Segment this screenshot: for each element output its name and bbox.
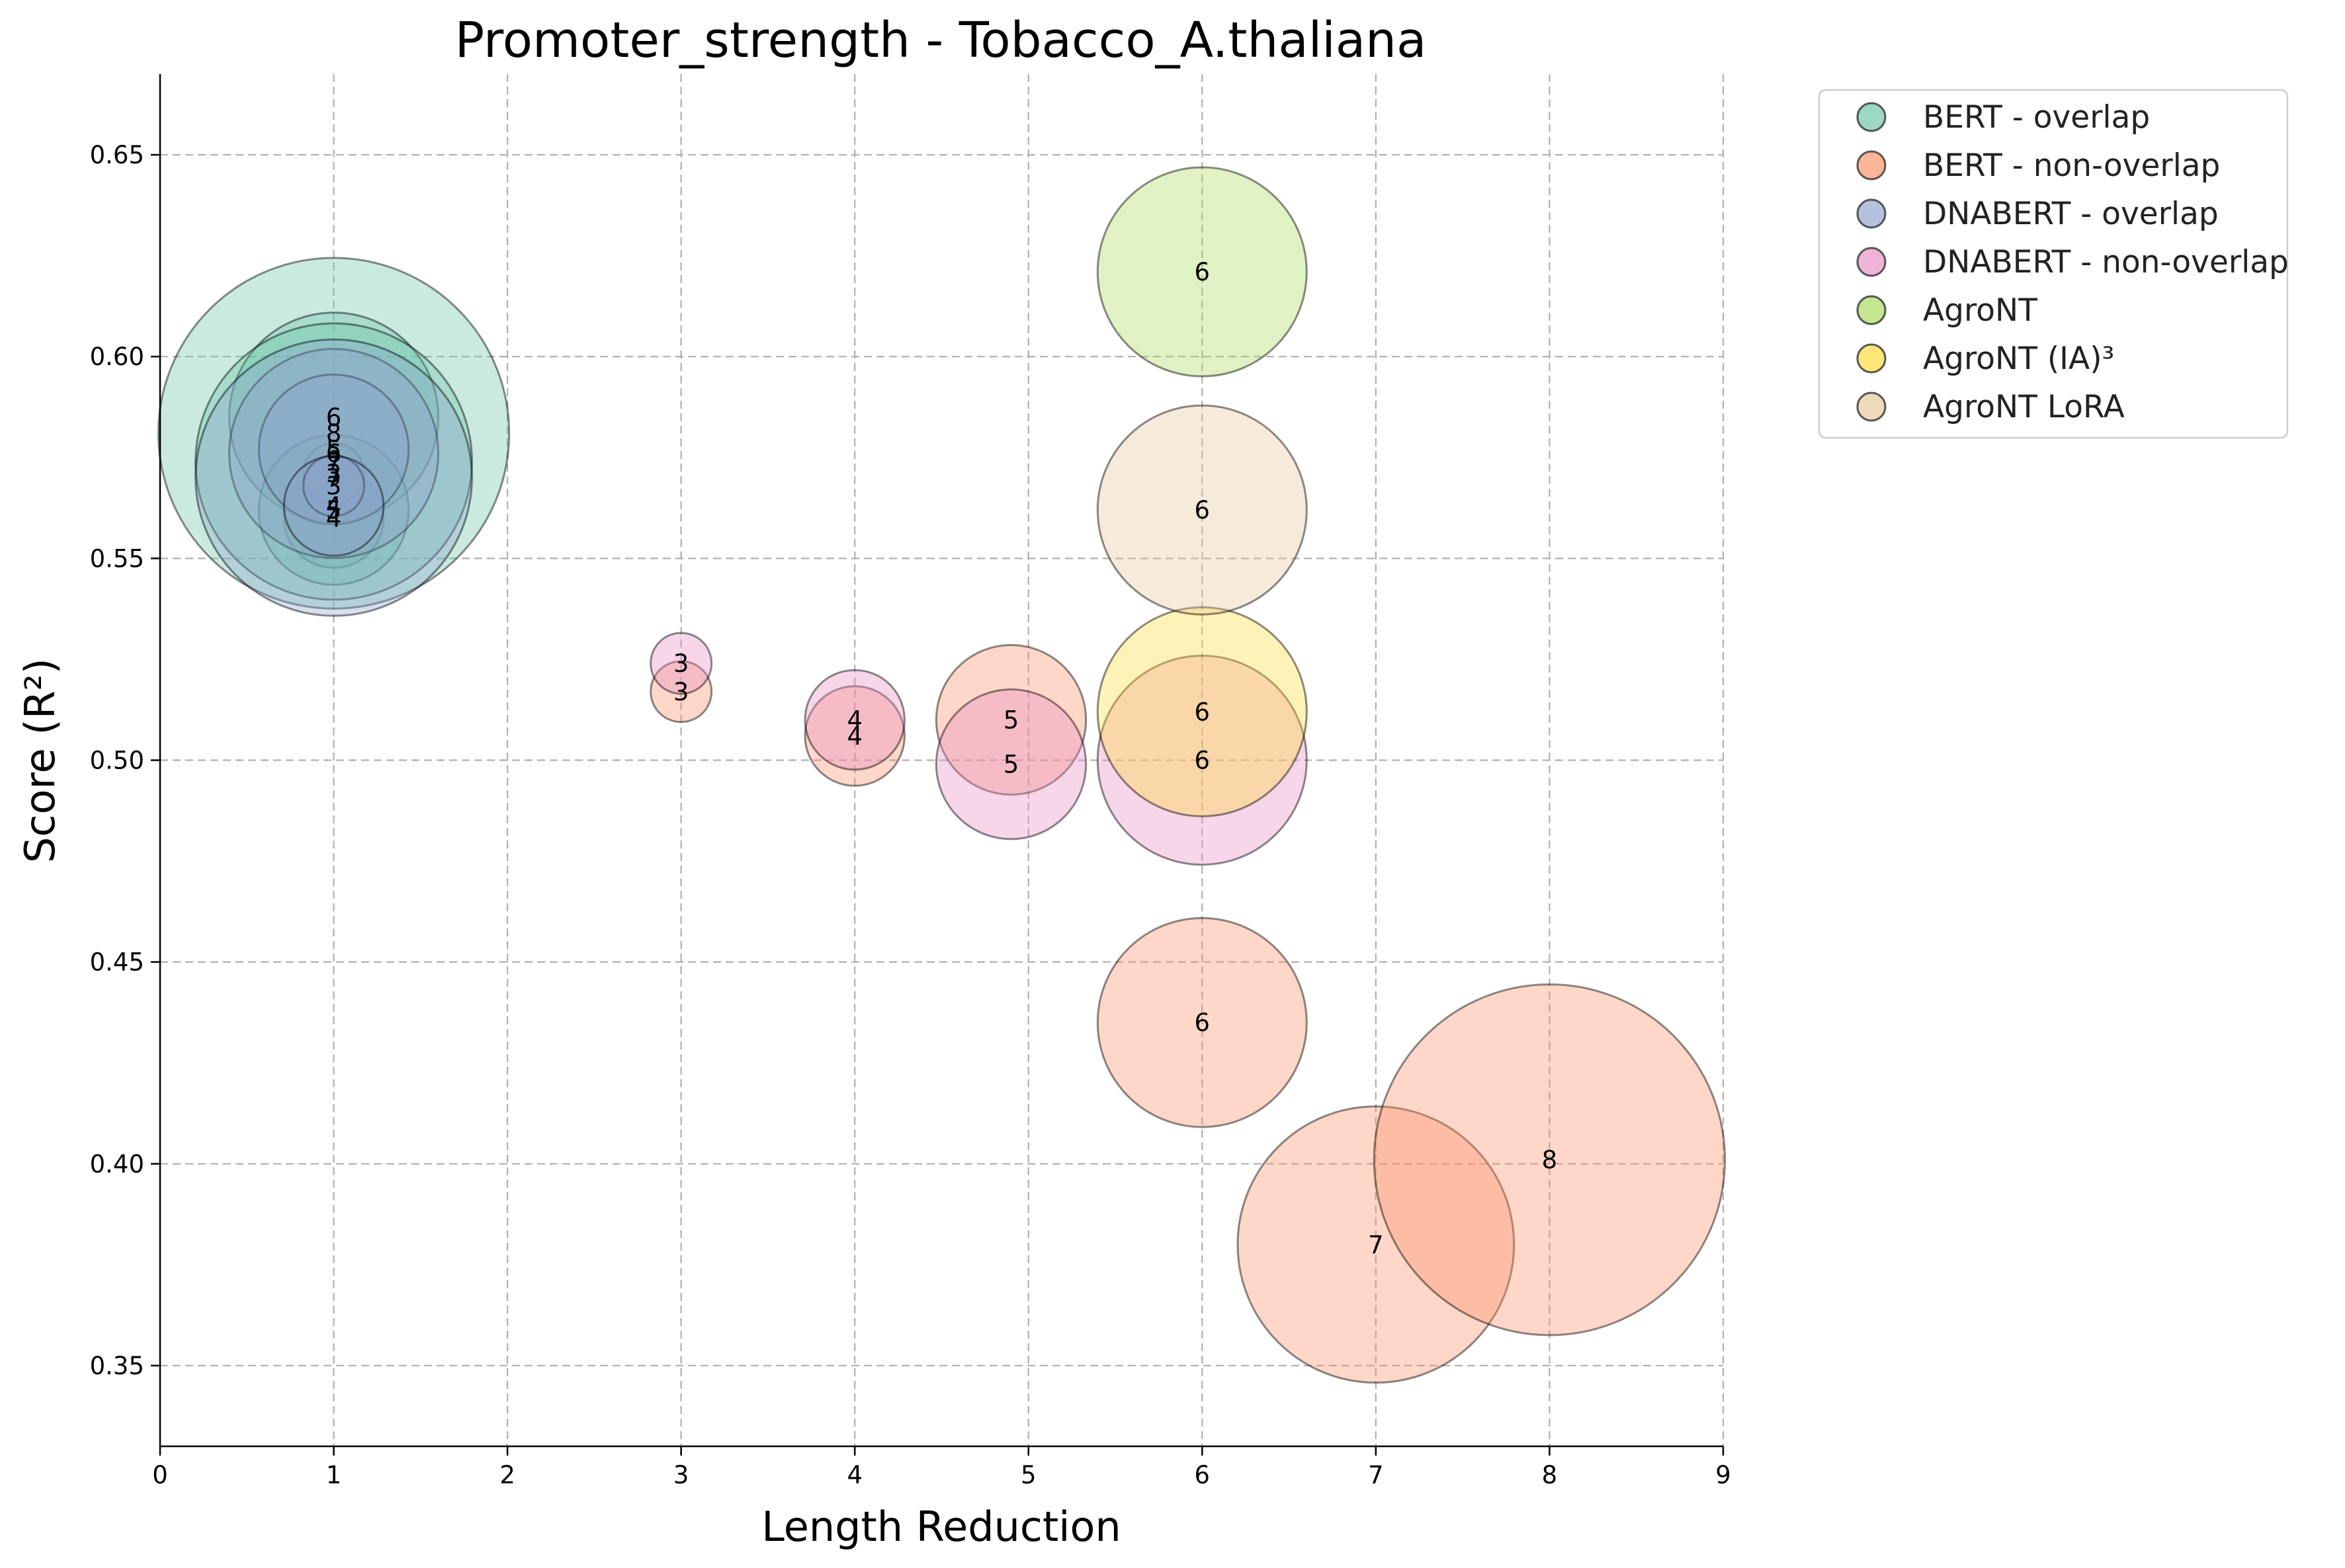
legend-marker [1856,102,1887,132]
chart-title: Promoter_strength - Tobacco_A.thaliana [455,12,1427,69]
x-tick-label: 6 [1195,1461,1211,1489]
bubble-point [302,454,366,517]
bubble-label: 4 [326,492,342,520]
y-tick-label: 0.60 [90,343,144,371]
legend-marker [1856,392,1887,422]
bubble-point [935,643,1087,796]
bubble-label: 8 [326,419,342,448]
bubble-point [1236,1105,1515,1384]
bubble-point [1096,404,1308,616]
legend-marker [1856,150,1887,181]
bubble-label: 4 [326,504,342,532]
legend-entry: AgroNT (IA)³ [1923,341,2114,377]
bubble-point [282,455,385,557]
x-tick-label: 5 [1021,1461,1037,1489]
bubble-point [1373,983,1727,1337]
x-tick-label: 7 [1368,1461,1384,1489]
bubble-label: 7 [326,464,342,492]
bubble-point [804,685,906,787]
y-tick-label: 0.45 [90,948,144,977]
bubble-point [228,311,440,523]
y-tick-label: 0.65 [90,141,144,169]
bubble-point [1096,606,1308,817]
legend-marker [1856,247,1887,277]
y-tick-label: 0.55 [90,544,144,573]
bubble-point [282,467,385,569]
bubble-point [1096,166,1308,378]
bubble-label: 6 [1195,496,1211,524]
legend-entry: BERT - overlap [1923,99,2150,136]
bubble-label: 4 [847,706,863,734]
bubble-point [1096,917,1308,1128]
bubble-point [257,373,410,526]
bubble-point [194,322,473,601]
y-axis-label: Score (R²) [16,658,64,863]
bubble-label: 6 [1195,258,1211,286]
x-tick-label: 4 [847,1461,863,1489]
y-tick-label: 0.40 [90,1150,144,1178]
legend-marker [1856,198,1887,229]
bubble-label: 4 [847,722,863,751]
legend-marker [1856,295,1887,325]
y-tick-label: 0.35 [90,1352,144,1380]
bubble-label: 6 [1195,1009,1211,1037]
bubble-label: 5 [326,496,342,524]
bubble-point [302,442,366,505]
bubble-point [194,338,473,617]
bubble-label: 6 [1195,747,1211,775]
x-axis-label: Length Reduction [761,1503,1121,1551]
grid-lines [160,74,1725,1446]
x-tick-label: 9 [1715,1461,1731,1489]
bubble-label: 5 [1003,706,1019,734]
chart-legend: BERT - overlap BERT - non-overlap DNABERT … [1818,89,2289,439]
x-tick-label: 8 [1542,1461,1558,1489]
bubble-point [935,688,1087,841]
bubble-label: 7 [1368,1231,1384,1259]
bubble-point [228,348,440,559]
bubble-label: 5 [1003,751,1019,779]
bubble-label: 3 [326,472,342,501]
bubble-label: 7 [326,448,342,476]
bubble-point [650,632,713,695]
bubble-point [1096,655,1308,866]
legend-marker [1856,343,1887,374]
x-tick-label: 1 [326,1461,342,1489]
bubble-label: 3 [673,678,689,706]
bubble-label: 6 [1195,698,1211,726]
bubble-layer [157,166,1727,1384]
bubble-label: 5 [326,436,342,464]
legend-entry: AgroNT [1923,292,2037,329]
bubble-point [257,434,410,586]
bubble-point [157,257,511,610]
y-tick-label: 0.50 [90,747,144,775]
bubble-label: 6 [326,440,342,468]
bubble-label: 6 [326,403,342,432]
bubble-label: 8 [1542,1146,1558,1175]
legend-entry: DNABERT - non-overlap [1923,244,2289,280]
x-tick-label: 3 [673,1461,689,1489]
x-tick-label: 2 [499,1461,515,1489]
legend-frame [1818,89,2289,439]
bubble-point [804,669,906,771]
bubble-label: 3 [673,649,689,678]
legend-entry: AgroNT LoRA [1923,389,2125,425]
x-tick-label: 0 [152,1461,168,1489]
bubble-label: 3 [326,460,342,488]
legend-entry: BERT - non-overlap [1923,147,2220,184]
axis-ticks: 0 1 2 3 4 5 6 7 8 90.350.400.450.500.550.600.65 [90,141,1731,1489]
bubble-point [650,660,713,723]
legend-entry: DNABERT - overlap [1923,196,2219,232]
